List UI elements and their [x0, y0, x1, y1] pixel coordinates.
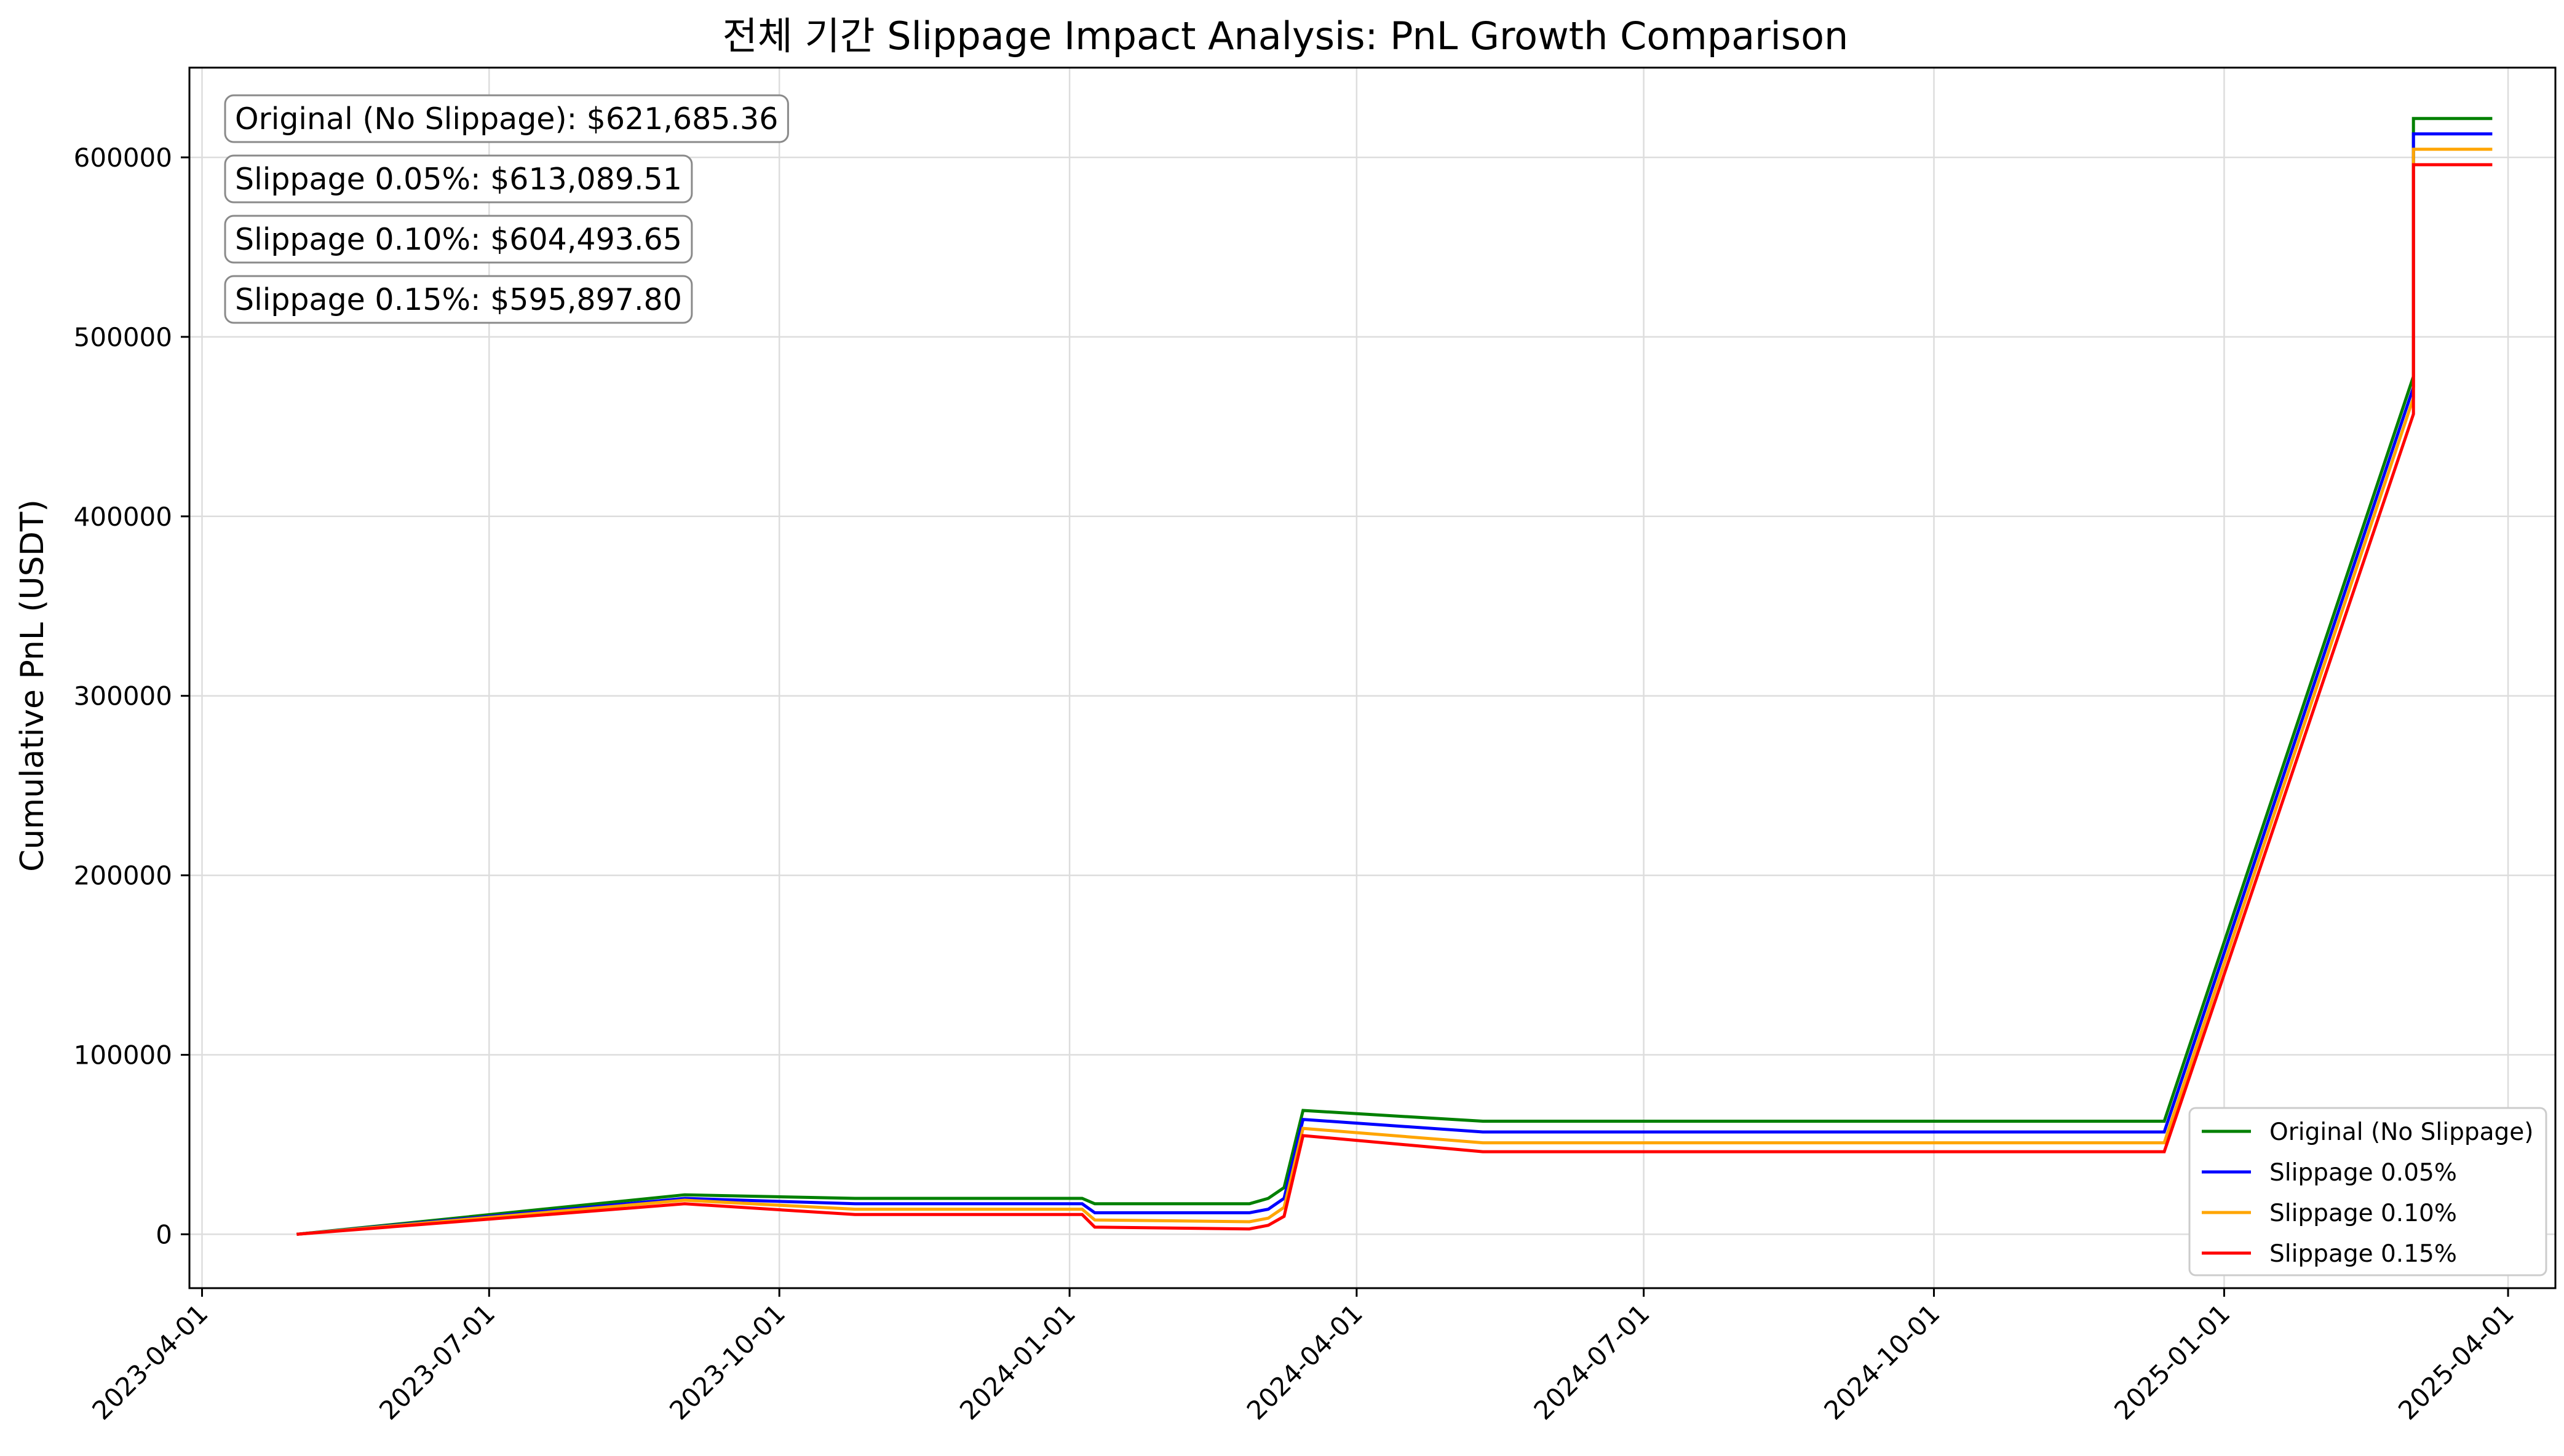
series-line-2	[296, 148, 2493, 1236]
legend-label: Slippage 0.15%	[2269, 1240, 2457, 1268]
y-tick-label: 0	[156, 1219, 172, 1249]
series-line-0	[296, 117, 2493, 1236]
series-line-1	[296, 132, 2493, 1236]
plot-frame	[188, 66, 2557, 1289]
chart-title: 전체 기간 Slippage Impact Analysis: PnL Grow…	[723, 14, 1849, 58]
y-tick-label: 300000	[74, 681, 172, 711]
x-tick-label: 2025-01-01	[2108, 1298, 2236, 1425]
final-value-annotation: Original (No Slippage): $621,685.36	[235, 101, 778, 136]
final-value-annotations: Original (No Slippage): $621,685.36 Slipp…	[224, 94, 789, 324]
legend-box	[2188, 1107, 2547, 1276]
grid	[189, 68, 2555, 1288]
y-tick-label: 400000	[74, 502, 172, 532]
y-tick-label: 100000	[74, 1040, 172, 1070]
series-lines	[296, 117, 2493, 1236]
x-tick-label: 2024-04-01	[1241, 1298, 1368, 1425]
x-tick-label: 2023-07-01	[373, 1298, 501, 1425]
legend-label: Slippage 0.10%	[2269, 1200, 2457, 1227]
y-axis-label: Cumulative PnL (USDT)	[14, 499, 51, 872]
annotation-box	[224, 94, 789, 143]
legend-label: Slippage 0.05%	[2269, 1159, 2457, 1187]
final-value-annotation: Slippage 0.10%: $604,493.65	[235, 222, 682, 257]
x-tick-label: 2023-10-01	[664, 1298, 791, 1425]
annotation-box	[224, 154, 693, 204]
x-tick-label: 2024-10-01	[1818, 1298, 1945, 1425]
annotation-box	[224, 275, 693, 324]
annotation-box	[224, 215, 693, 264]
y-tick-label: 500000	[74, 322, 172, 352]
final-value-annotation: Slippage 0.15%: $595,897.80	[235, 282, 682, 317]
x-tick-label: 2023-04-01	[86, 1298, 213, 1425]
x-tick-label: 2024-01-01	[954, 1298, 1081, 1425]
axis-ticks: 2023-04-01 2023-07-01 2023-10-01 2024-01-01…	[74, 143, 2520, 1426]
series-line-3	[296, 163, 2493, 1236]
y-tick-label: 600000	[74, 143, 172, 173]
x-tick-label: 2024-07-01	[1528, 1298, 1655, 1425]
y-tick-label: 200000	[74, 861, 172, 891]
legend-label: Original (No Slippage)	[2269, 1118, 2533, 1146]
legend: Original (No Slippage) Slippage 0.05% Slip…	[2188, 1107, 2547, 1276]
final-value-annotation: Slippage 0.05%: $613,089.51	[235, 162, 682, 197]
x-tick-label: 2025-04-01	[2392, 1298, 2520, 1425]
